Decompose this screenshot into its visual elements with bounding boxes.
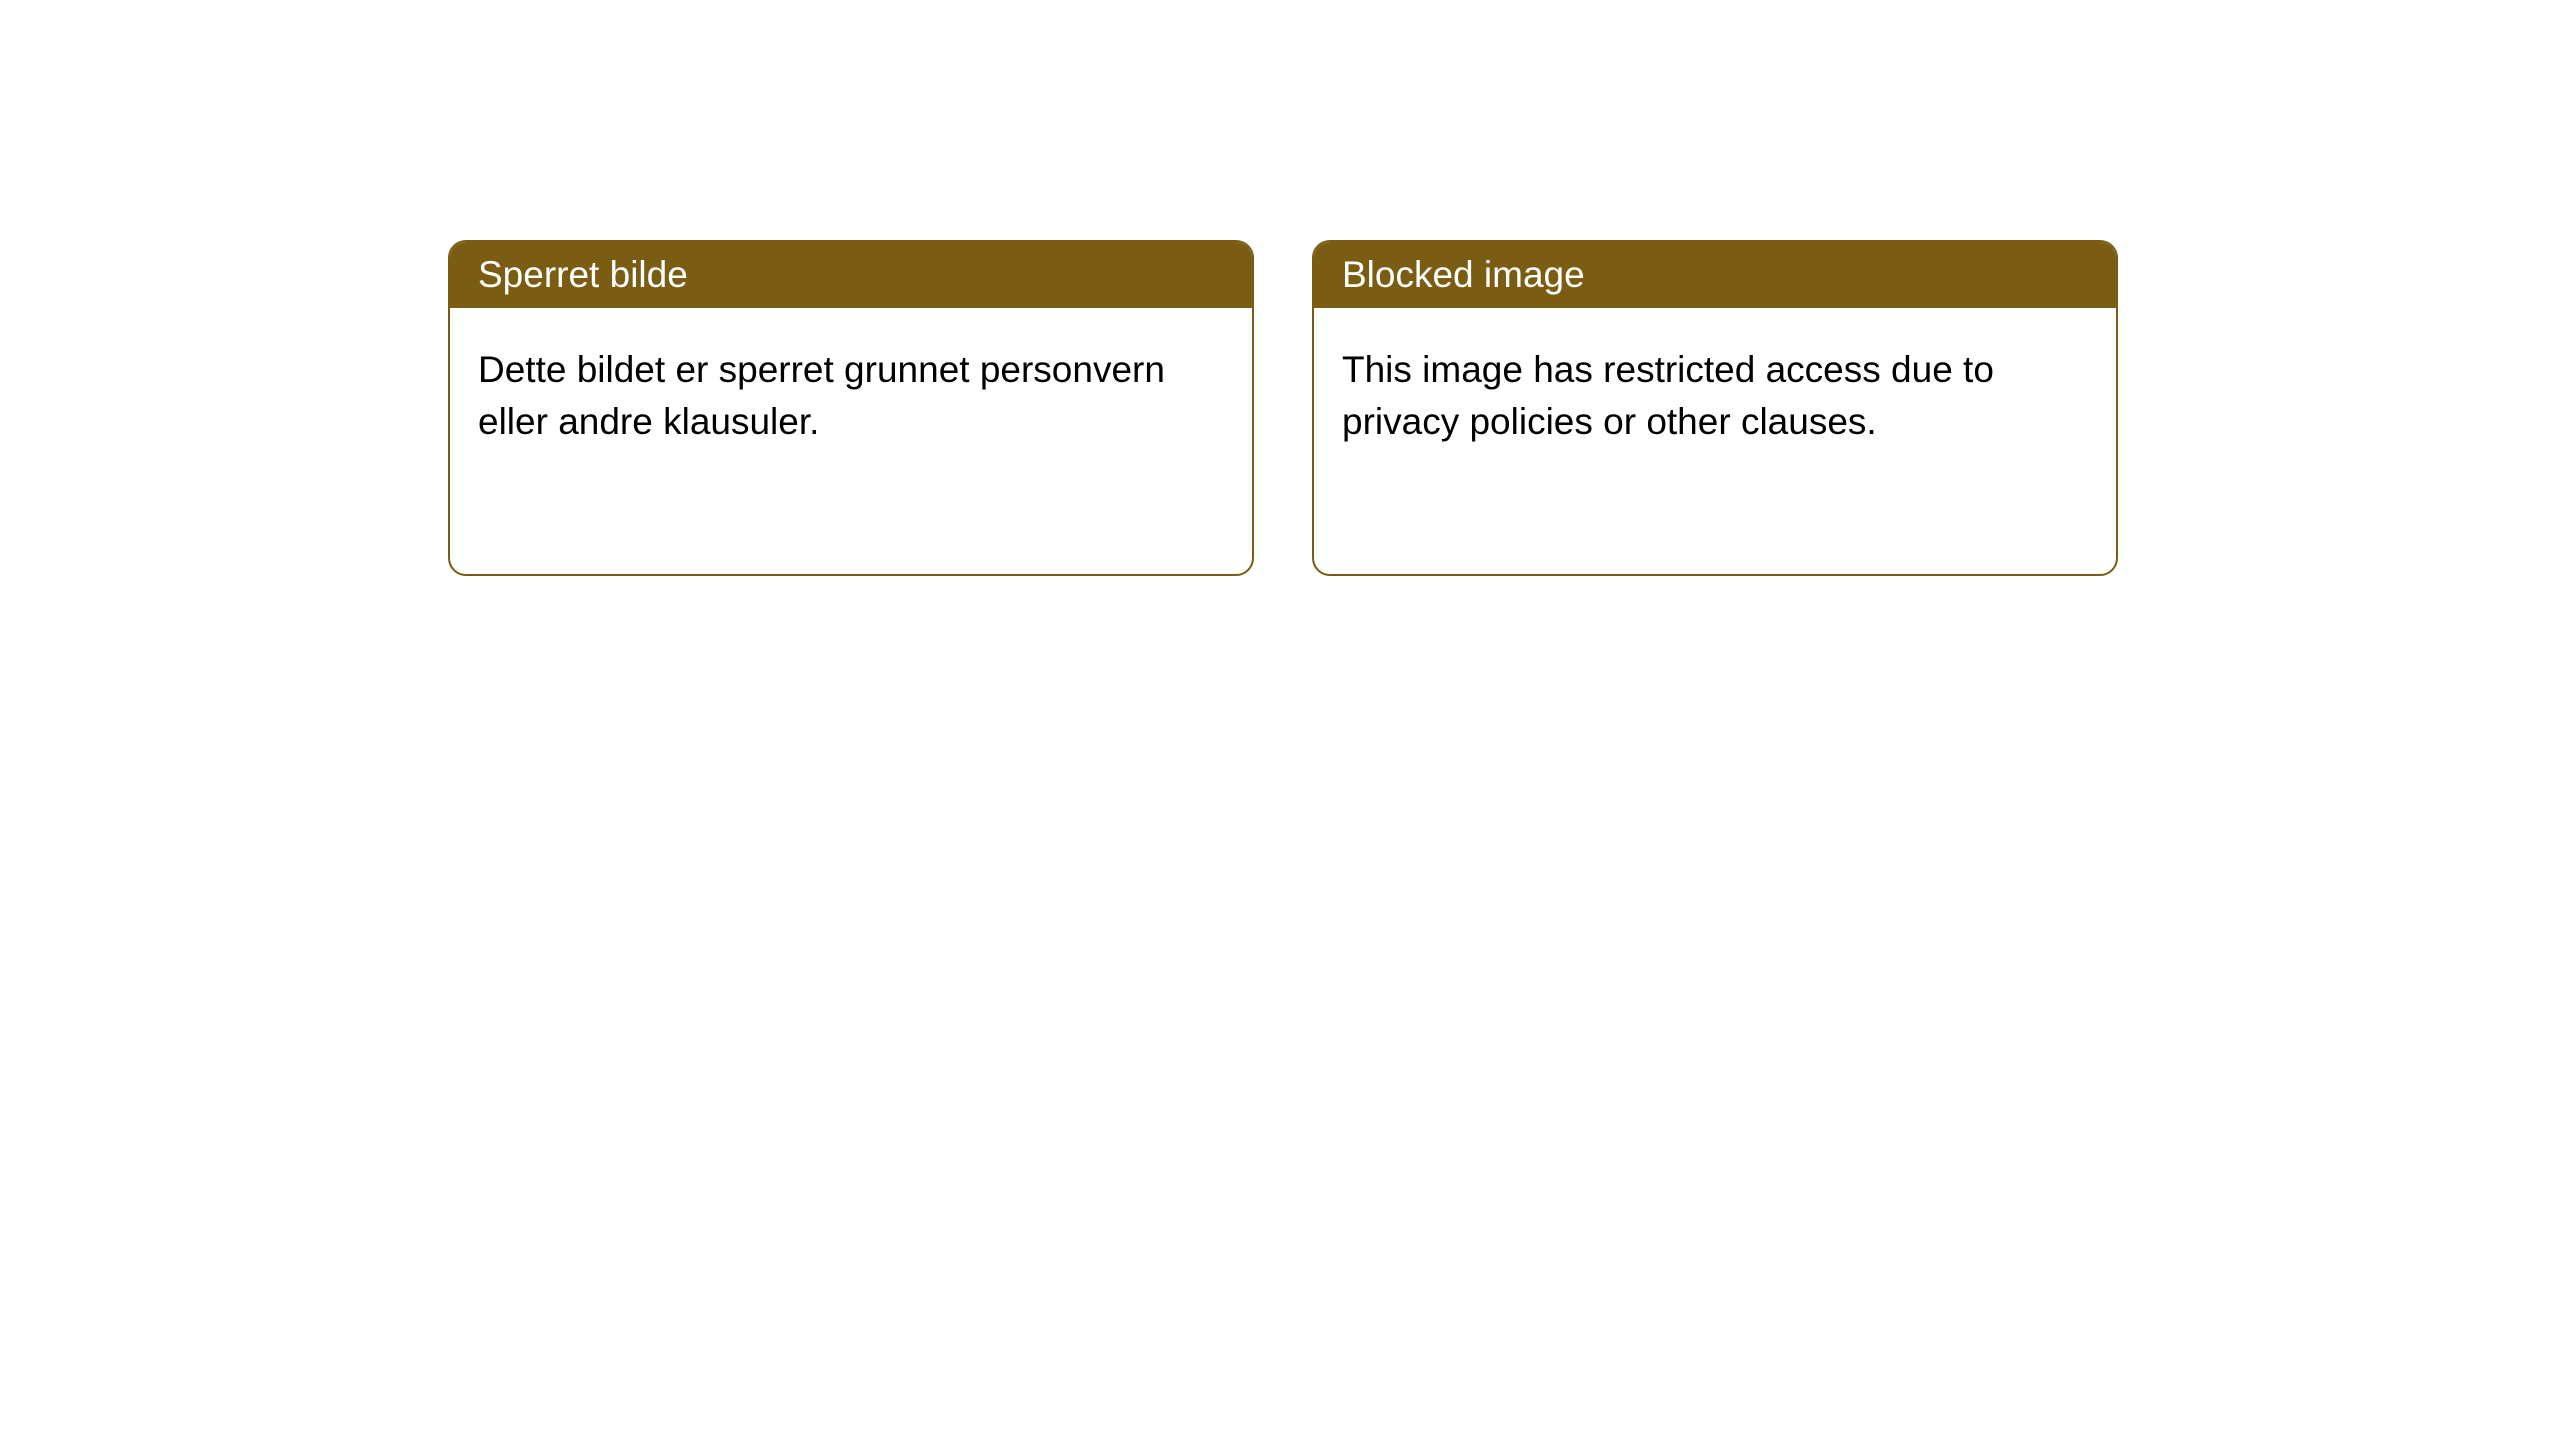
card-body-text: Dette bildet er sperret grunnet personve… — [478, 349, 1165, 442]
blocked-image-card-english: Blocked image This image has restricted … — [1312, 240, 2118, 576]
card-body-english: This image has restricted access due to … — [1314, 308, 2116, 484]
notice-cards-container: Sperret bilde Dette bildet er sperret gr… — [0, 0, 2560, 576]
card-title: Sperret bilde — [478, 254, 688, 295]
card-title: Blocked image — [1342, 254, 1585, 295]
card-body-text: This image has restricted access due to … — [1342, 349, 1994, 442]
card-header-english: Blocked image — [1314, 242, 2116, 308]
card-header-norwegian: Sperret bilde — [450, 242, 1252, 308]
card-body-norwegian: Dette bildet er sperret grunnet personve… — [450, 308, 1252, 484]
blocked-image-card-norwegian: Sperret bilde Dette bildet er sperret gr… — [448, 240, 1254, 576]
